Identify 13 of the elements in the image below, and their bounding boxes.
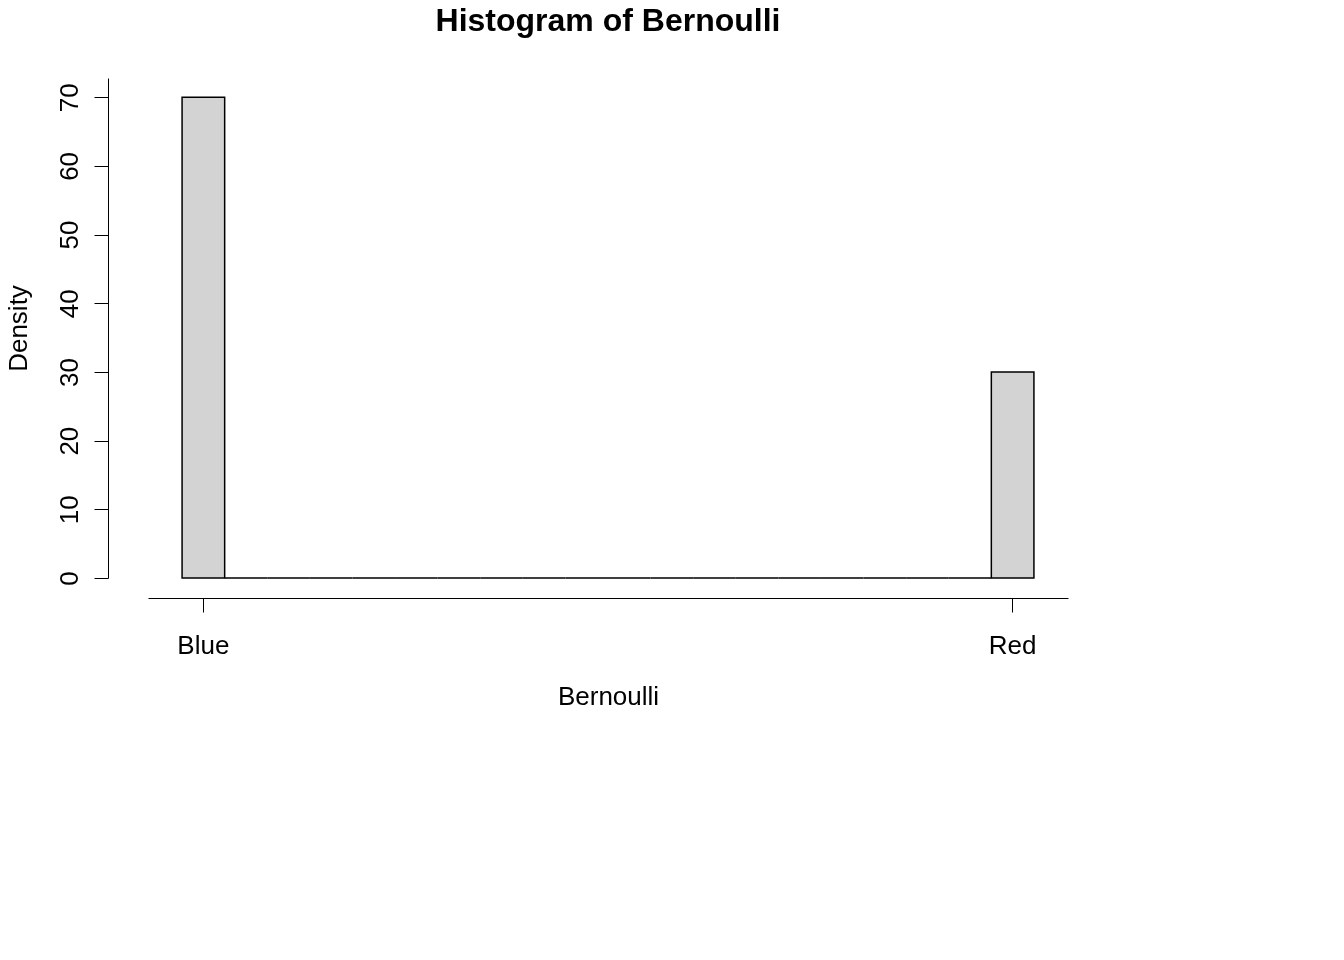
chart-title: Histogram of Bernoulli — [435, 2, 781, 38]
y-tick-label: 60 — [53, 151, 84, 181]
y-tick-label: 70 — [53, 83, 84, 113]
y-tick-label: 0 — [53, 571, 84, 586]
x-axis-title: Bernoulli — [557, 680, 660, 711]
y-tick-label: 40 — [53, 289, 84, 319]
x-tick-label: Blue — [177, 629, 230, 660]
x-tick-label: Red — [988, 629, 1037, 660]
y-axis-title: Density — [2, 285, 33, 372]
y-tick-label: 20 — [53, 426, 84, 456]
y-tick-label: 10 — [53, 495, 84, 525]
y-tick-label: 30 — [53, 358, 84, 387]
y-tick-label: 50 — [53, 220, 84, 250]
